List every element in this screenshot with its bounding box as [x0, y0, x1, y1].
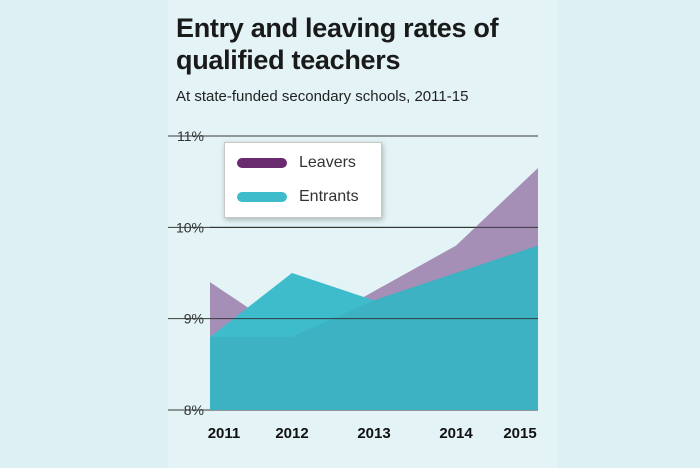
legend-item-entrants: Entrants	[237, 187, 359, 207]
legend-swatch-entrants	[237, 192, 287, 202]
x-tick-label: 2014	[439, 425, 473, 442]
chart-legend: Leavers Entrants	[224, 142, 382, 218]
x-tick-label: 2011	[208, 425, 241, 442]
y-tick-label: 10%	[176, 219, 204, 235]
x-tick-label: 2013	[357, 425, 390, 442]
y-tick-label: 11%	[177, 128, 204, 144]
legend-item-leavers: Leavers	[237, 153, 356, 173]
area-overlap	[210, 245, 538, 410]
y-tick-label: 8%	[184, 402, 204, 418]
legend-label-entrants: Entrants	[299, 188, 359, 205]
legend-swatch-leavers	[237, 158, 287, 168]
legend-label-leavers: Leavers	[299, 154, 356, 171]
y-tick-label: 9%	[184, 311, 204, 327]
chart-title: Entry and leaving rates of qualified tea…	[176, 13, 499, 75]
x-tick-label: 2012	[275, 425, 308, 442]
chart-subtitle: At state-funded secondary schools, 2011-…	[176, 88, 469, 105]
x-tick-label: 2015	[503, 425, 536, 442]
